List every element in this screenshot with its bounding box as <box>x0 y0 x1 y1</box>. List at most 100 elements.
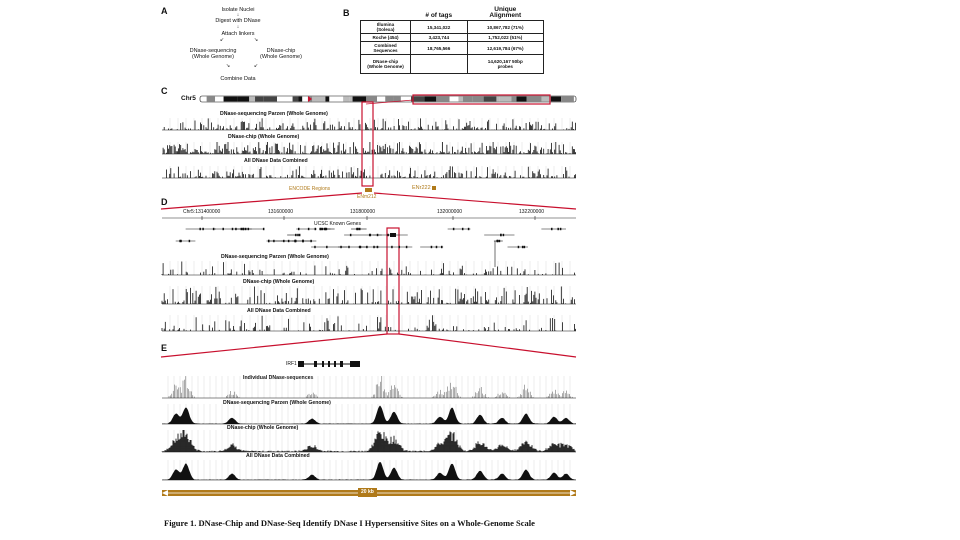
gene-exon <box>268 239 270 243</box>
panel-d-label: D <box>161 197 168 207</box>
ideogram-band <box>302 96 308 102</box>
ideogram-band <box>436 96 450 102</box>
signal-peaks <box>161 315 576 331</box>
d-track-chip <box>161 286 576 305</box>
gene-exon <box>348 245 350 249</box>
gene-exon <box>310 239 312 243</box>
irf1-gene-label: IRF1 <box>286 361 297 367</box>
chromosome-label: Chr5 <box>181 95 196 102</box>
ideogram-band <box>516 96 527 102</box>
flow-arrow-left: ↙ <box>219 37 225 43</box>
gene-exon <box>231 227 234 231</box>
flow-arrow-right: ↘ <box>253 37 259 43</box>
e-track-chip <box>161 430 576 453</box>
row-label: DNase-chip (Whole Genome) <box>360 54 411 74</box>
gene-exon <box>523 245 526 249</box>
ucsc-genes-label: UCSC Known Genes <box>314 221 361 227</box>
gene-exon <box>199 227 201 231</box>
gene-exon <box>188 239 191 243</box>
e-track-title-individual: Individual DNase-sequences <box>243 375 314 381</box>
ideogram-band <box>292 96 299 102</box>
gene-exon <box>287 239 290 243</box>
d-highlight-box <box>386 227 400 335</box>
ideogram-band <box>312 96 326 102</box>
table-row: Illumina (Solexa) 15,341,022 10,867,782 … <box>360 20 545 34</box>
encode-regions-label: ENCODE Regions <box>289 186 331 192</box>
flow-step-isolate: Isolate Nuclei <box>221 7 255 13</box>
gene-exon <box>557 227 559 231</box>
gene-exon <box>340 245 342 249</box>
signal-peaks <box>161 261 575 275</box>
gene-exon <box>517 245 520 249</box>
ideogram-band <box>458 96 463 102</box>
enm212-block <box>365 188 372 192</box>
ideogram-band <box>298 96 303 102</box>
table-row: DNase-chip (Whole Genome) 14,620,167 50b… <box>360 54 545 74</box>
gene-exon <box>314 245 316 249</box>
d-coord-2: 131600000 <box>268 209 294 215</box>
ideogram-band <box>496 96 500 102</box>
gene-exon <box>498 239 501 243</box>
gene-exon <box>314 227 317 231</box>
c-track-combined <box>162 166 576 179</box>
d-coord-1: Chr5:131400000 <box>183 209 221 215</box>
panel-e-label: E <box>161 343 168 353</box>
gene-exon <box>551 227 553 231</box>
gene-exon <box>461 227 464 231</box>
signal-peaks <box>166 166 576 178</box>
ideogram-band <box>288 96 293 102</box>
gene-exon <box>297 227 300 231</box>
c-track-title-combined: All DNase Data Combined <box>244 158 308 164</box>
ideogram-band <box>325 96 330 102</box>
gene-exon <box>435 245 438 249</box>
c-track-title-seq: DNase-sequencing Parzen (Whole Genome) <box>220 111 328 117</box>
gene-exon <box>373 245 375 249</box>
d-zoom-line-right <box>373 192 577 210</box>
gene-exon <box>467 227 470 231</box>
ideogram-band <box>329 96 344 102</box>
gene-exon <box>295 233 297 237</box>
ideogram-highlight-box <box>412 94 551 105</box>
d-coord-5: 132200000 <box>519 209 545 215</box>
ideogram-band <box>223 96 238 102</box>
d-coord-3: 131800000 <box>350 209 376 215</box>
ideogram-band <box>343 96 350 102</box>
gene-exon <box>376 245 379 249</box>
flow-branch-sequencing: DNase-sequencing (Whole Genome) <box>189 48 237 61</box>
chromosome-ideogram <box>199 95 577 103</box>
flow-step-digest: Digest with DNase <box>215 18 261 24</box>
c-highlight-box <box>361 101 374 187</box>
d-ruler <box>162 216 576 220</box>
gene-exon <box>294 239 296 243</box>
gene-exon <box>302 239 304 243</box>
chip-signal <box>161 430 576 452</box>
flow-arrow-1: ↓ <box>236 12 240 18</box>
gene-exon <box>521 245 524 249</box>
flow-branch-chip: DNase-chip (Whole Genome) <box>260 48 302 61</box>
centromere-marker <box>308 96 312 102</box>
ideogram-band <box>249 96 256 102</box>
c-track-sequencing <box>162 118 576 131</box>
header-tags: # of tags <box>425 12 453 19</box>
ideogram-band <box>541 96 551 102</box>
e-zoom-line-right <box>398 333 577 358</box>
gene-exon <box>358 227 361 231</box>
e-track-individual <box>162 376 576 399</box>
ideogram-band <box>411 96 425 102</box>
gene-exon <box>321 227 324 231</box>
gene-exon <box>247 227 250 231</box>
gene-exon <box>202 227 204 231</box>
ideogram-band <box>511 96 517 102</box>
ideogram-band <box>472 96 484 102</box>
gene-exon <box>369 233 372 237</box>
ideogram-band <box>424 96 437 102</box>
ideogram-band <box>277 96 289 102</box>
gene-exon <box>349 233 352 237</box>
gene-exon <box>180 239 182 243</box>
ideogram-band <box>462 96 473 102</box>
ideogram-band <box>215 96 224 102</box>
gene-exon <box>326 245 328 249</box>
gene-exon <box>325 227 328 231</box>
gene-exon <box>440 245 443 249</box>
